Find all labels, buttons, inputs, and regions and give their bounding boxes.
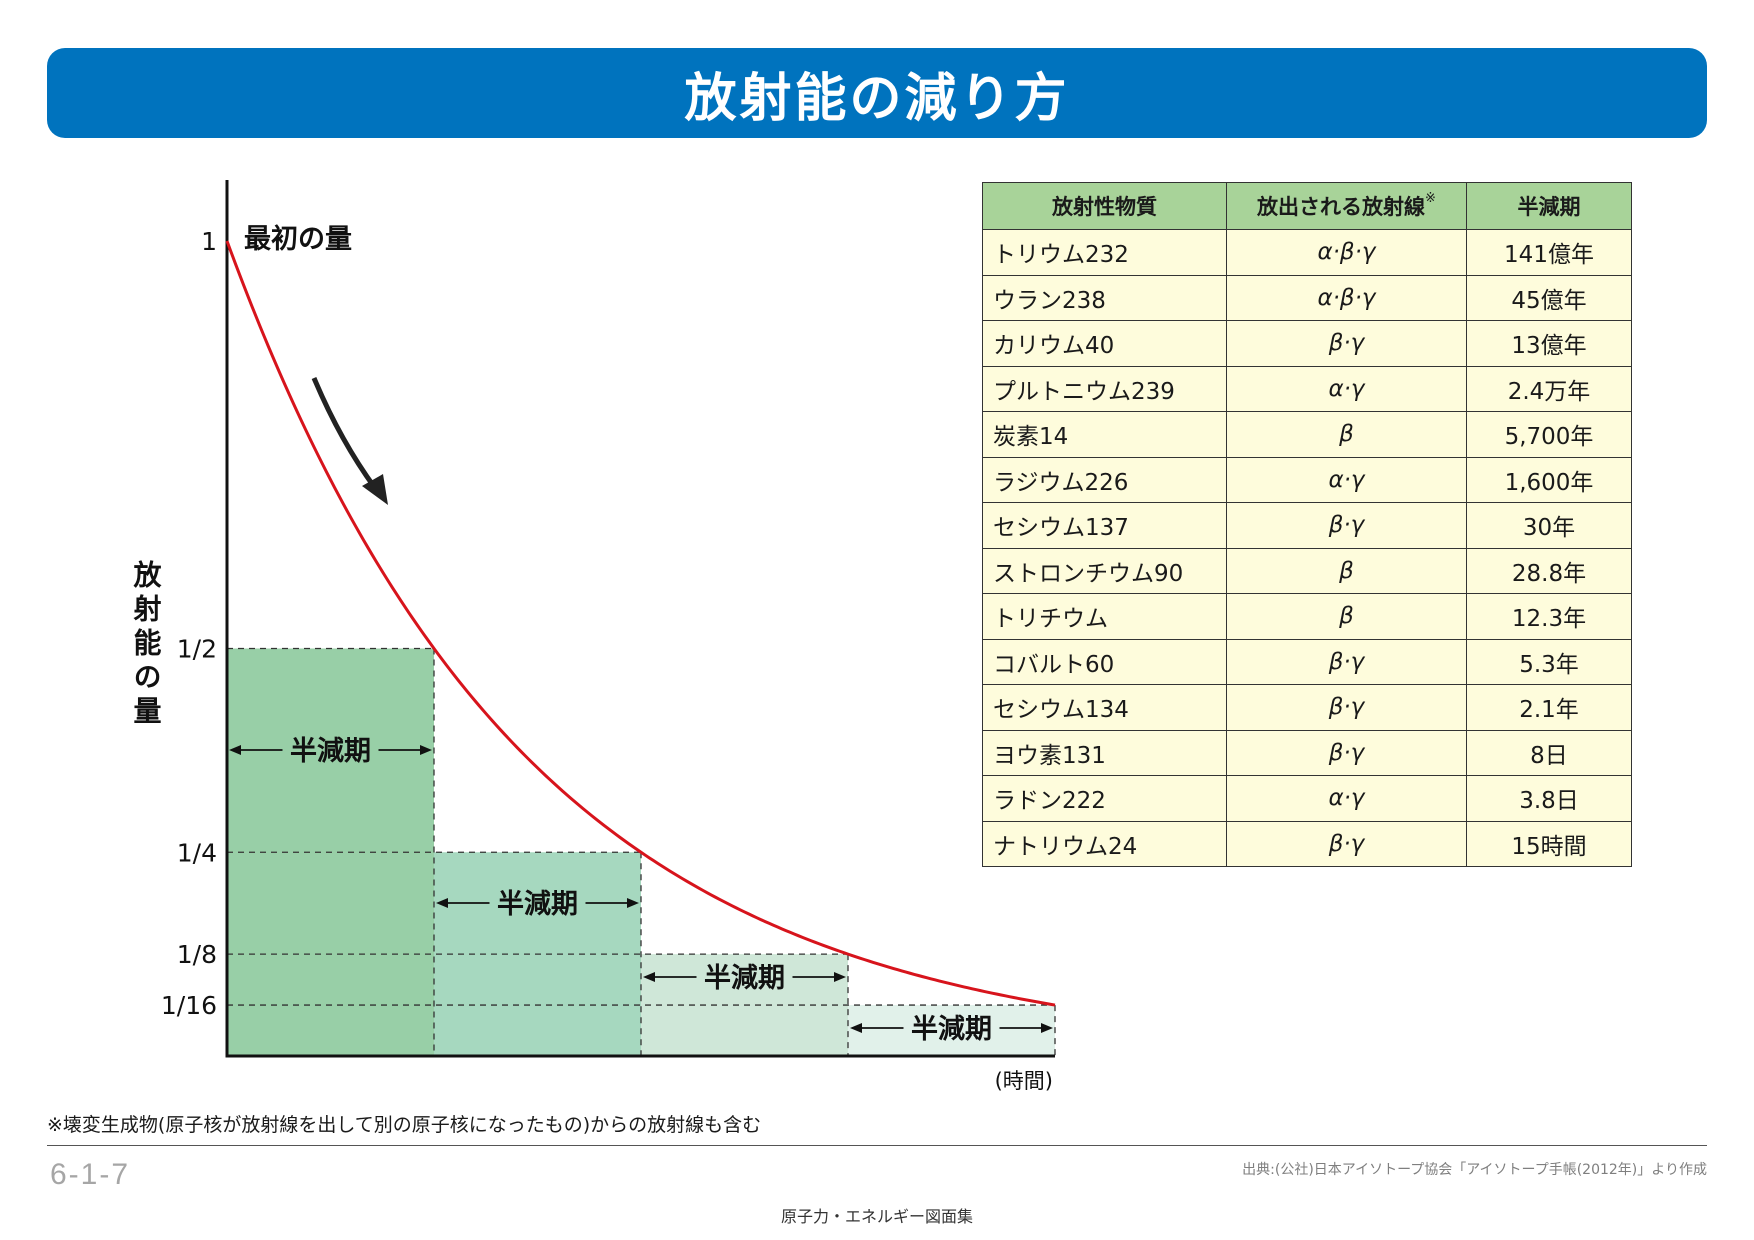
cell-substance: セシウム134 <box>982 684 1227 731</box>
span-arrowhead-left <box>643 972 655 982</box>
span-arrowhead-right <box>420 745 432 755</box>
page-code: 6-1-7 <box>50 1158 131 1191</box>
cell-radiation: α·γ <box>1226 775 1467 822</box>
footnote-mark: ※ <box>1425 191 1436 206</box>
cell-radiation: β <box>1226 547 1467 594</box>
cell-radiation: β <box>1226 593 1467 640</box>
cell-half-life: 3.8日 <box>1466 775 1632 822</box>
cell-half-life: 13億年 <box>1466 320 1632 367</box>
span-arrowhead-left <box>436 898 448 908</box>
cell-substance: ウラン238 <box>982 274 1227 321</box>
header-substance: 放射性物質 <box>982 182 1227 230</box>
cell-substance: ヨウ素131 <box>982 729 1227 776</box>
cell-half-life: 30年 <box>1466 502 1632 549</box>
cell-radiation: α·β·γ <box>1226 274 1467 321</box>
x-axis-label: (時間) <box>995 1069 1053 1093</box>
table-row: セシウム134 β·γ 2.1年 <box>982 684 1632 731</box>
y-tick-label: 1/8 <box>177 940 217 969</box>
cell-radiation: α·β·γ <box>1226 229 1467 276</box>
span-arrowhead-right <box>1041 1023 1053 1033</box>
start-label: 最初の量 <box>244 224 352 255</box>
cell-half-life: 141億年 <box>1466 229 1632 276</box>
cell-substance: トリウム232 <box>982 229 1227 276</box>
cell-substance: ストロンチウム90 <box>982 547 1227 594</box>
span-arrowhead-left <box>229 745 241 755</box>
cell-half-life: 2.4万年 <box>1466 365 1632 412</box>
y-axis-label: 放射能の量 <box>130 559 163 730</box>
cell-substance: コバルト60 <box>982 638 1227 685</box>
book-title: 原子力・エネルギー図面集 <box>780 1207 973 1226</box>
table-row: セシウム137 β·γ 30年 <box>982 502 1632 549</box>
table-row: ウラン238 α·β·γ 45億年 <box>982 274 1632 321</box>
header-half-life: 半減期 <box>1466 182 1632 230</box>
cell-half-life: 12.3年 <box>1466 593 1632 640</box>
cell-substance: ラドン222 <box>982 775 1227 822</box>
header-radiation: 放出される放射線※ <box>1226 182 1467 230</box>
table-row: ラドン222 α·γ 3.8日 <box>982 775 1632 822</box>
cell-substance: ナトリウム24 <box>982 820 1227 867</box>
table-row: ナトリウム24 β·γ 15時間 <box>982 820 1632 867</box>
span-arrowhead-right <box>627 898 639 908</box>
cell-half-life: 45億年 <box>1466 274 1632 321</box>
decrease-arrow-head <box>362 474 388 505</box>
y-tick-label: 1/4 <box>177 838 217 867</box>
cell-radiation: α·γ <box>1226 456 1467 503</box>
table-row: トリチウム β 12.3年 <box>982 593 1632 640</box>
y-tick-label: 1 <box>201 227 217 256</box>
source-credit: 出典:(公社)日本アイソトープ協会「アイソトープ手帳(2012年)」より作成 <box>1242 1162 1707 1178</box>
cell-half-life: 5.3年 <box>1466 638 1632 685</box>
decay-curve <box>225 240 1056 1007</box>
table-row: カリウム40 β·γ 13億年 <box>982 320 1632 367</box>
cell-half-life: 5,700年 <box>1466 411 1632 458</box>
span-arrowhead-right <box>834 972 846 982</box>
cell-substance: ラジウム226 <box>982 456 1227 503</box>
y-tick-label: 1/2 <box>177 635 217 664</box>
table-row: プルトニウム239 α·γ 2.4万年 <box>982 365 1632 412</box>
cell-radiation: β <box>1226 411 1467 458</box>
cell-radiation: β·γ <box>1226 729 1467 776</box>
cell-radiation: β·γ <box>1226 320 1467 367</box>
cell-half-life: 15時間 <box>1466 820 1632 867</box>
half-life-label: 半減期 <box>497 889 578 920</box>
cell-substance: カリウム40 <box>982 320 1227 367</box>
cell-radiation: β·γ <box>1226 638 1467 685</box>
cell-half-life: 2.1年 <box>1466 684 1632 731</box>
half-life-label: 半減期 <box>290 736 371 767</box>
table-row: 炭素14 β 5,700年 <box>982 411 1632 458</box>
half-life-label: 半減期 <box>704 963 785 994</box>
cell-substance: トリチウム <box>982 593 1227 640</box>
half-life-table: 放射性物質 放出される放射線※ 半減期 トリウム232 α·β·γ 141億年 ウラン… <box>982 182 1632 867</box>
footnote: ※壊変生成物(原子核が放射線を出して別の原子核になったもの)からの放射線も含む <box>47 1114 762 1136</box>
cell-radiation: β·γ <box>1226 684 1467 731</box>
table-row: ヨウ素131 β·γ 8日 <box>982 729 1632 776</box>
table-row: ストロンチウム90 β 28.8年 <box>982 547 1632 594</box>
decrease-arrow <box>311 377 378 490</box>
cell-radiation: α·γ <box>1226 365 1467 412</box>
y-tick-label: 1/16 <box>161 991 217 1020</box>
cell-radiation: β·γ <box>1226 820 1467 867</box>
table-header-row: 放射性物質 放出される放射線※ 半減期 <box>982 182 1632 230</box>
half-life-label: 半減期 <box>911 1014 992 1045</box>
table-row: トリウム232 α·β·γ 141億年 <box>982 229 1632 276</box>
table-row: コバルト60 β·γ 5.3年 <box>982 638 1632 685</box>
cell-radiation: β·γ <box>1226 502 1467 549</box>
page-title: 放射能の減り方 <box>684 68 1070 129</box>
cell-half-life: 1,600年 <box>1466 456 1632 503</box>
cell-half-life: 28.8年 <box>1466 547 1632 594</box>
footer-divider <box>47 1145 1707 1146</box>
cell-substance: プルトニウム239 <box>982 365 1227 412</box>
half-life-block <box>848 1005 1055 1056</box>
title-banner: 放射能の減り方 <box>47 48 1707 138</box>
cell-half-life: 8日 <box>1466 729 1632 776</box>
cell-substance: セシウム137 <box>982 502 1227 549</box>
cell-substance: 炭素14 <box>982 411 1227 458</box>
table-row: ラジウム226 α·γ 1,600年 <box>982 456 1632 503</box>
half-life-table-wrap: 放射性物質 放出される放射線※ 半減期 トリウム232 α·β·γ 141億年 ウラン… <box>982 182 1632 867</box>
span-arrowhead-left <box>850 1023 862 1033</box>
